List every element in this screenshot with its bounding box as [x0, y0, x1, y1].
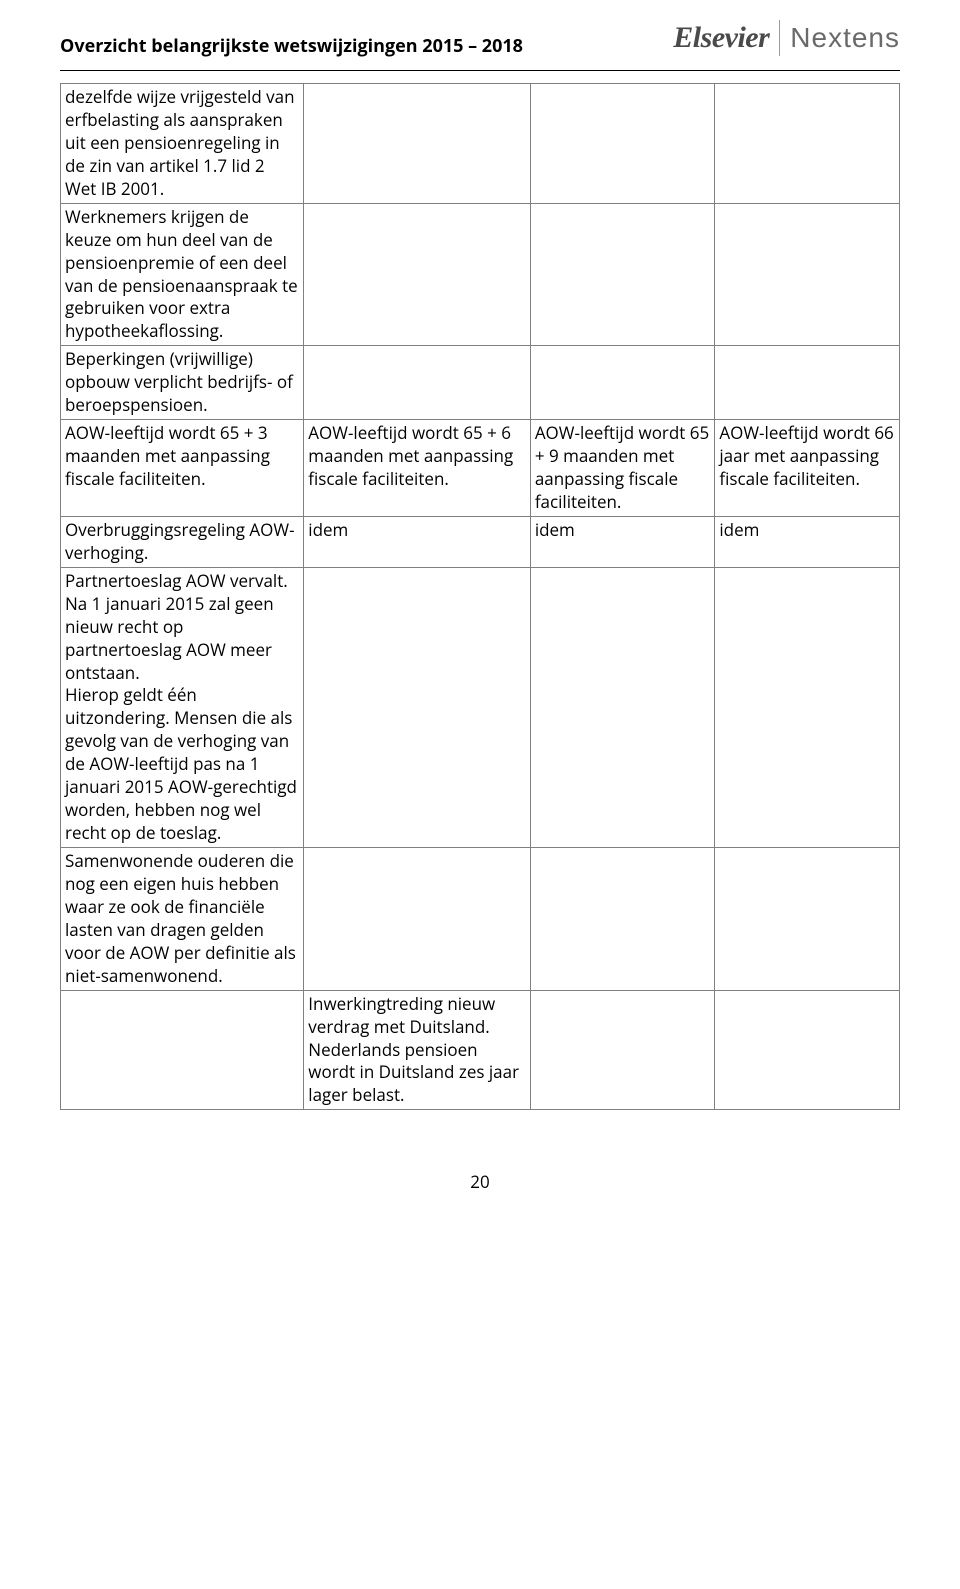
cell [715, 203, 900, 346]
cell: idem [715, 516, 900, 567]
cell: Werknemers krijgen de keuze om hun deel … [61, 203, 304, 346]
table-row: AOW-leeftijd wordt 65 + 3 maanden met aa… [61, 420, 900, 517]
cell [715, 346, 900, 420]
cell: AOW-leeftijd wordt 66 jaar met aanpassin… [715, 420, 900, 517]
cell: idem [530, 516, 715, 567]
cell [61, 990, 304, 1110]
cell [304, 84, 531, 204]
cell [304, 203, 531, 346]
cell [530, 567, 715, 847]
cell: AOW-leeftijd wordt 65 + 3 maanden met aa… [61, 420, 304, 517]
page-title: Overzicht belangrijkste wetswijzigingen … [60, 34, 523, 64]
content-table: dezelfde wijze vrijgesteld van erfbelast… [60, 83, 900, 1110]
cell: Overbruggingsregeling AOW-verhoging. [61, 516, 304, 567]
cell [715, 990, 900, 1110]
cell [530, 84, 715, 204]
cell [530, 848, 715, 991]
cell: Samenwonende ouderen die nog een eigen h… [61, 848, 304, 991]
cell [530, 346, 715, 420]
brand-nextens: Nextens [790, 22, 900, 54]
table-body: dezelfde wijze vrijgesteld van erfbelast… [61, 84, 900, 1110]
cell: AOW-leeftijd wordt 65 + 9 maanden met aa… [530, 420, 715, 517]
cell: Partnertoeslag AOW vervalt. Na 1 januari… [61, 567, 304, 847]
cell [304, 567, 531, 847]
page-number: 20 [60, 1170, 900, 1193]
cell: AOW-leeftijd wordt 65 + 6 maanden met aa… [304, 420, 531, 517]
cell [715, 84, 900, 204]
brand-divider-icon [779, 20, 780, 56]
table-row: Werknemers krijgen de keuze om hun deel … [61, 203, 900, 346]
page: Overzicht belangrijkste wetswijzigingen … [0, 0, 960, 1233]
table-row: Beperkingen (vrijwillige) opbouw verplic… [61, 346, 900, 420]
header-rule [60, 70, 900, 71]
cell: Inwerkingtreding nieuw verdrag met Duits… [304, 990, 531, 1110]
cell: dezelfde wijze vrijgesteld van erfbelast… [61, 84, 304, 204]
brand-block: Elsevier Nextens [673, 20, 900, 64]
cell [304, 346, 531, 420]
cell [530, 990, 715, 1110]
table-row: Samenwonende ouderen die nog een eigen h… [61, 848, 900, 991]
cell [530, 203, 715, 346]
table-row: Overbruggingsregeling AOW-verhoging. ide… [61, 516, 900, 567]
cell [715, 567, 900, 847]
table-row: Partnertoeslag AOW vervalt. Na 1 januari… [61, 567, 900, 847]
cell [715, 848, 900, 991]
table-row: Inwerkingtreding nieuw verdrag met Duits… [61, 990, 900, 1110]
table-row: dezelfde wijze vrijgesteld van erfbelast… [61, 84, 900, 204]
brand-elsevier: Elsevier [673, 21, 769, 55]
page-header: Overzicht belangrijkste wetswijzigingen … [60, 20, 900, 64]
cell: Beperkingen (vrijwillige) opbouw verplic… [61, 346, 304, 420]
cell [304, 848, 531, 991]
cell: idem [304, 516, 531, 567]
